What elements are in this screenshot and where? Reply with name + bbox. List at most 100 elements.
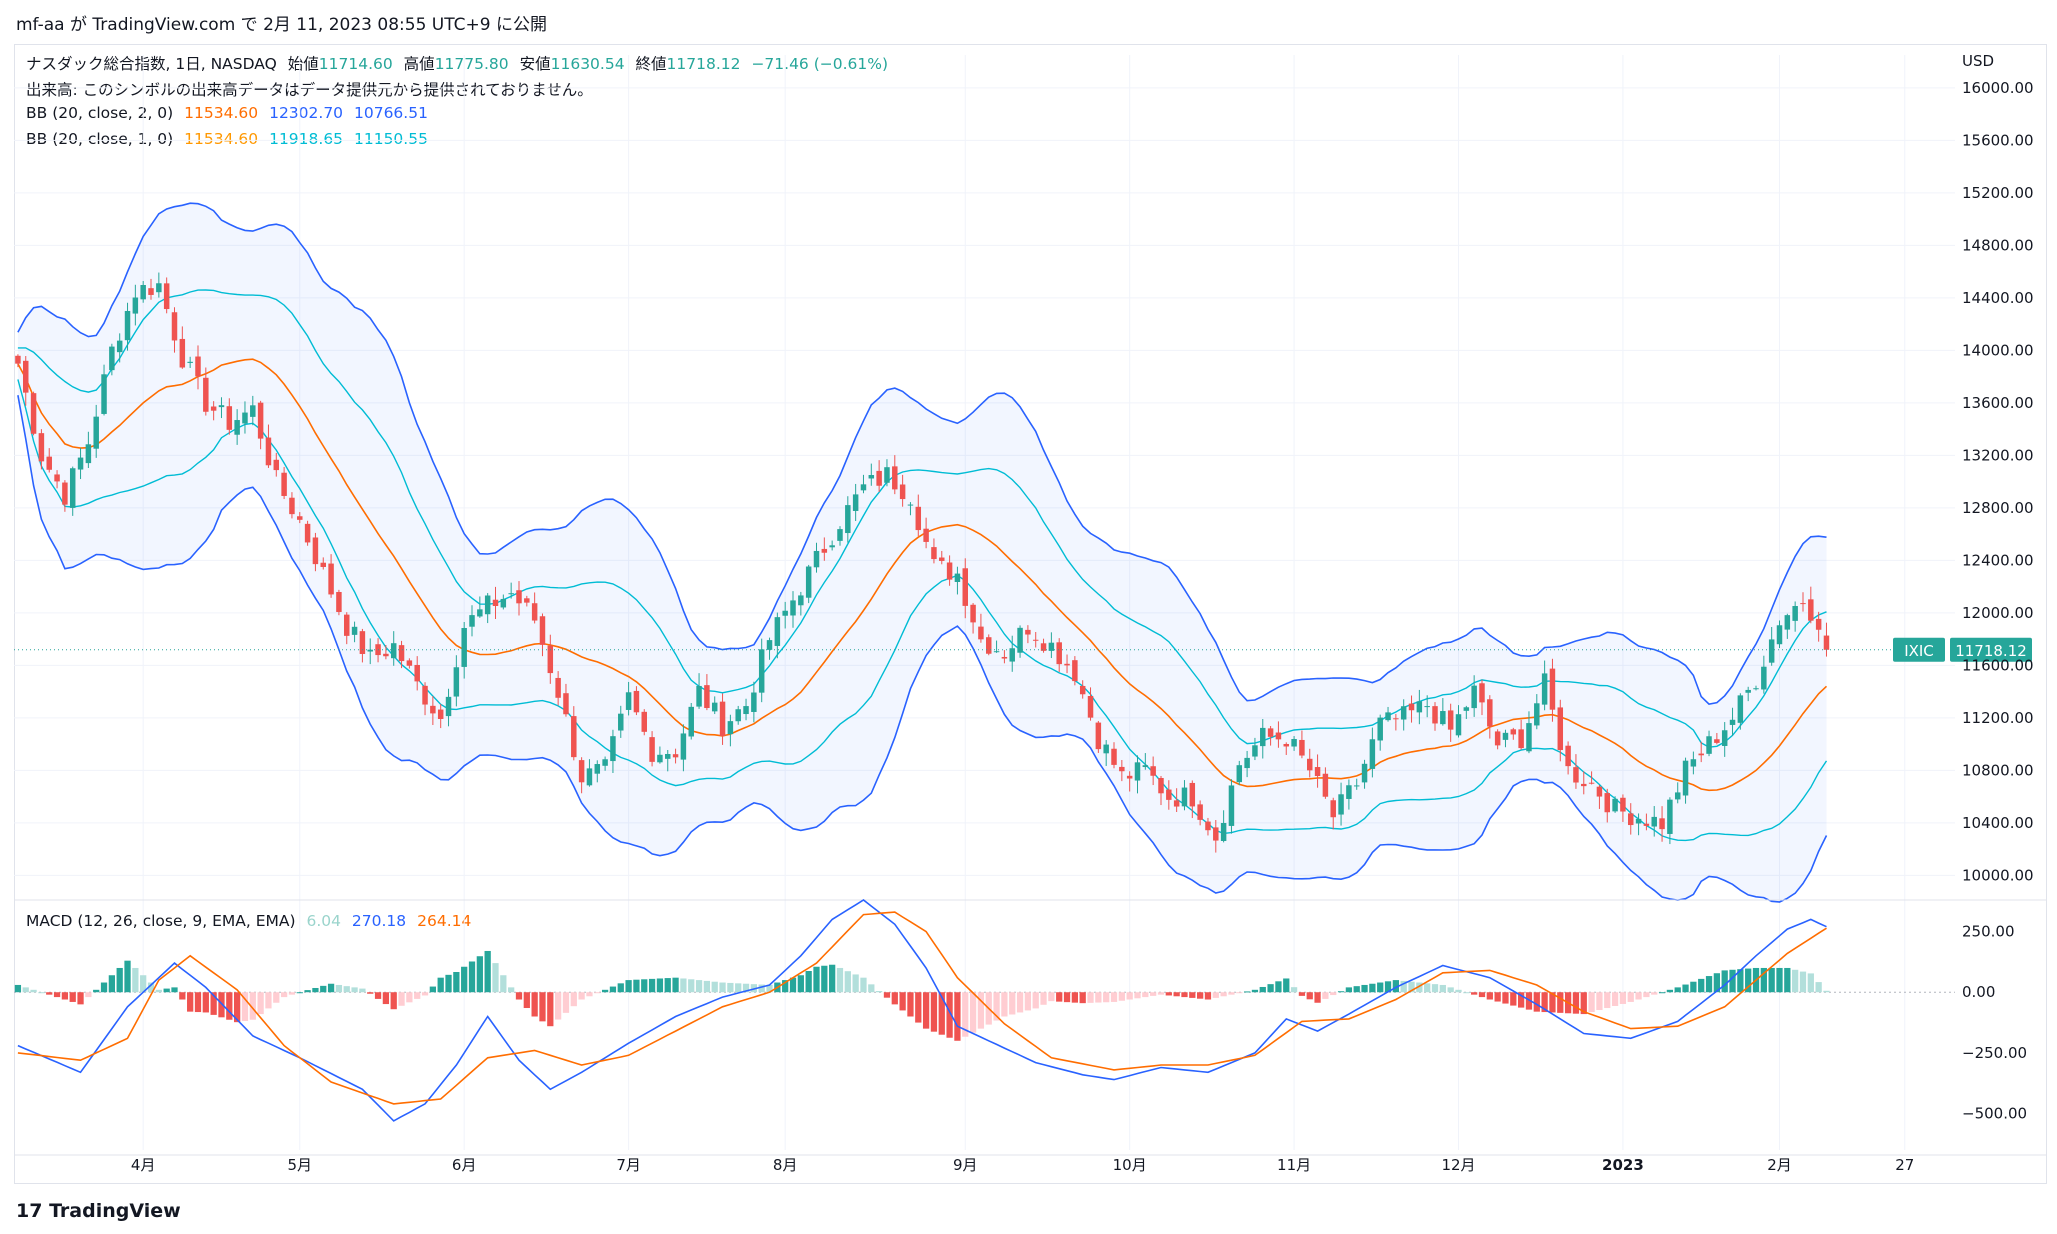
candle-body[interactable]: [367, 649, 373, 652]
candle-body[interactable]: [437, 709, 444, 719]
candle-body[interactable]: [907, 504, 914, 506]
candle-body[interactable]: [516, 590, 522, 604]
candle-body[interactable]: [1283, 743, 1289, 747]
candle-body[interactable]: [1714, 739, 1720, 743]
candle-body[interactable]: [1361, 763, 1368, 783]
candle-body[interactable]: [1244, 757, 1250, 769]
symbol-title[interactable]: ナスダック総合指数, 1日, NASDAQ: [26, 55, 277, 73]
candle-body[interactable]: [1119, 766, 1125, 772]
candle-body[interactable]: [1369, 739, 1376, 769]
candle-body[interactable]: [727, 721, 734, 735]
candle-body[interactable]: [954, 573, 961, 582]
candle-body[interactable]: [790, 600, 796, 616]
candle-body[interactable]: [680, 733, 687, 760]
candle-body[interactable]: [1025, 629, 1031, 635]
candle-body[interactable]: [813, 550, 820, 568]
candle-body[interactable]: [187, 361, 193, 363]
candle-body[interactable]: [1455, 714, 1462, 736]
candle-body[interactable]: [203, 377, 209, 412]
candle-body[interactable]: [1001, 656, 1008, 659]
candle-body[interactable]: [868, 475, 875, 479]
candle-body[interactable]: [1353, 785, 1360, 787]
candle-body[interactable]: [1314, 767, 1321, 777]
candle-body[interactable]: [524, 598, 530, 603]
candle-body[interactable]: [85, 444, 92, 464]
candle-body[interactable]: [210, 406, 217, 411]
candle-body[interactable]: [336, 591, 342, 612]
candle-body[interactable]: [1792, 606, 1798, 621]
candle-body[interactable]: [1213, 827, 1219, 841]
candle-body[interactable]: [1330, 800, 1336, 818]
candle-body[interactable]: [899, 484, 906, 500]
candle-body[interactable]: [876, 470, 882, 486]
candle-body[interactable]: [1471, 685, 1477, 709]
candle-body[interactable]: [1252, 745, 1258, 757]
candle-body[interactable]: [1534, 703, 1540, 726]
candle-body[interactable]: [571, 716, 577, 758]
candle-body[interactable]: [383, 653, 389, 657]
candle-body[interactable]: [657, 754, 663, 763]
candle-body[interactable]: [265, 437, 272, 466]
candle-body[interactable]: [563, 693, 569, 715]
candle-body[interactable]: [774, 617, 781, 646]
candle-body[interactable]: [46, 456, 52, 470]
candle-body[interactable]: [69, 468, 76, 508]
candle-body[interactable]: [1502, 732, 1509, 740]
candle-body[interactable]: [1659, 818, 1665, 830]
candle-body[interactable]: [1635, 818, 1642, 824]
candle-body[interactable]: [469, 615, 475, 627]
candle-body[interactable]: [618, 713, 624, 731]
candle-body[interactable]: [915, 506, 922, 531]
candle-body[interactable]: [1103, 744, 1109, 754]
candle-body[interactable]: [735, 709, 741, 722]
candle-body[interactable]: [477, 609, 483, 617]
candle-body[interactable]: [179, 338, 186, 368]
candle-body[interactable]: [1667, 799, 1673, 834]
candle-body[interactable]: [1612, 798, 1618, 812]
candle-body[interactable]: [30, 393, 37, 434]
candle-body[interactable]: [1753, 688, 1759, 690]
candle-body[interactable]: [696, 685, 702, 707]
candle-body[interactable]: [1588, 782, 1595, 784]
candle-body[interactable]: [1628, 813, 1634, 826]
candle-body[interactable]: [1823, 635, 1830, 650]
macd-legend[interactable]: MACD (12, 26, close, 9, EMA, EMA) 6.04 2…: [26, 912, 477, 930]
candle-body[interactable]: [602, 759, 608, 766]
candle-body[interactable]: [124, 310, 131, 341]
candle-body[interactable]: [923, 528, 929, 542]
candle-body[interactable]: [1557, 707, 1564, 751]
candle-body[interactable]: [1189, 782, 1196, 807]
candle-body[interactable]: [1377, 717, 1383, 741]
candle-body[interactable]: [1487, 699, 1493, 727]
candle-body[interactable]: [1307, 758, 1313, 771]
candle-body[interactable]: [1690, 759, 1697, 767]
candle-body[interactable]: [62, 482, 68, 505]
candle-body[interactable]: [1166, 789, 1172, 800]
candle-body[interactable]: [1338, 794, 1344, 815]
candle-body[interactable]: [939, 557, 945, 561]
candle-body[interactable]: [1432, 706, 1438, 724]
candle-body[interactable]: [1111, 748, 1117, 765]
candle-body[interactable]: [344, 614, 350, 636]
candle-body[interactable]: [257, 402, 264, 439]
candle-body[interactable]: [1565, 745, 1571, 767]
candle-body[interactable]: [1275, 732, 1282, 740]
candle-body[interactable]: [390, 643, 397, 659]
candle-body[interactable]: [1228, 785, 1235, 826]
candle-body[interactable]: [1494, 731, 1501, 746]
candle-body[interactable]: [234, 420, 240, 435]
candle-body[interactable]: [1236, 765, 1243, 783]
bb2-legend[interactable]: BB (20, close, 2, 0) 11534.60 12302.70 1…: [26, 104, 434, 122]
candle-body[interactable]: [1181, 787, 1188, 807]
candle-body[interactable]: [38, 433, 45, 462]
candle-body[interactable]: [821, 548, 828, 553]
candle-body[interactable]: [1581, 783, 1587, 787]
candle-body[interactable]: [140, 284, 146, 300]
candle-body[interactable]: [1745, 689, 1751, 693]
candle-body[interactable]: [633, 690, 640, 713]
candle-body[interactable]: [508, 593, 514, 595]
candle-body[interactable]: [398, 645, 405, 662]
candle-body[interactable]: [281, 472, 287, 496]
candle-body[interactable]: [1721, 730, 1728, 746]
candle-body[interactable]: [1056, 642, 1062, 665]
